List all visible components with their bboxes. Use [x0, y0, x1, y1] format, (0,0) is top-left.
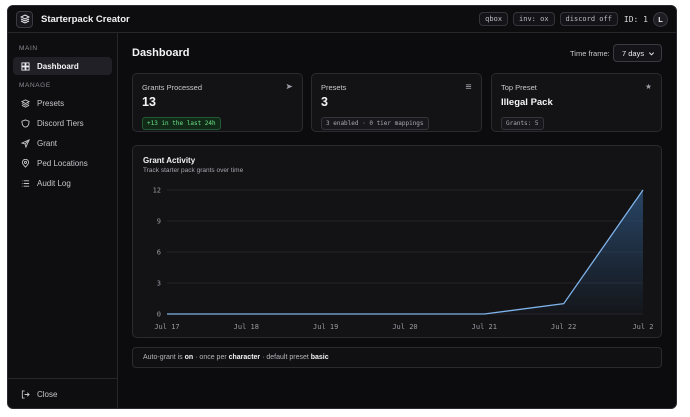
timeframe-select[interactable]: 7 days [613, 44, 662, 62]
sidebar-item-audit-log[interactable]: Audit Log [13, 174, 112, 192]
main-content: Dashboard Time frame: 7 days Grants Proc… [118, 33, 676, 408]
status-badge: +13 in the last 24h [142, 117, 221, 130]
list-icon [21, 179, 30, 187]
y-tick-label: 3 [157, 280, 161, 288]
sidebar-divider [8, 378, 118, 379]
x-tick-label: Jul 22 [551, 323, 576, 331]
page-title: Dashboard [132, 47, 190, 59]
sidebar-item-label: Ped Locations [37, 158, 88, 168]
x-tick-label: Jul 18 [234, 323, 259, 331]
list-icon [465, 84, 472, 89]
close-label: Close [37, 389, 58, 399]
card-value: 13 [142, 95, 156, 109]
app-title: Starterpack Creator [41, 13, 130, 25]
chart-title: Grant Activity [143, 156, 196, 165]
default-preset: basic [310, 354, 329, 361]
grant-activity-chart: 0 3 6 9 12 Jul 17 Jul 18 Jul 19 Jul 20 Jul 21 Jul … [153, 187, 654, 332]
inventory-badge: inv: ox [513, 12, 555, 26]
y-tick-label: 9 [157, 218, 161, 226]
send-icon [21, 138, 30, 148]
sidebar-item-presets[interactable]: Presets [13, 94, 112, 112]
app-window: Starterpack Creator qbox inv: ox discord… [7, 5, 677, 409]
section-label-manage: MANAGE [19, 82, 51, 89]
top-preset-card: Top Preset Illegal Pack Grants: 5 [491, 73, 662, 132]
note-text: · default preset [260, 354, 311, 361]
star-icon [645, 83, 652, 90]
sidebar: MAIN Dashboard MANAGE Presets Discord Ti… [8, 33, 118, 408]
sidebar-item-label: Audit Log [37, 178, 71, 188]
card-title: Presets [321, 83, 347, 92]
grant-scope: character [228, 354, 261, 361]
send-icon [286, 83, 293, 90]
x-tick-label: Jul 21 [472, 323, 497, 331]
x-tick-label: Jul 20 [392, 323, 417, 331]
card-title: Grants Processed [142, 83, 203, 92]
x-tick-label: Jul 17 [154, 323, 179, 331]
x-tick-label: Jul 19 [313, 323, 338, 331]
chevron-down-icon [648, 52, 655, 56]
sidebar-item-label: Discord Tiers [37, 118, 84, 128]
sidebar-item-label: Grant [37, 138, 58, 148]
map-pin-icon [21, 158, 30, 168]
top-bar: Starterpack Creator qbox inv: ox discord… [8, 6, 676, 33]
sidebar-item-label: Dashboard [37, 61, 79, 71]
sidebar-item-dashboard[interactable]: Dashboard [13, 57, 112, 75]
timeframe-label: Time frame: [570, 49, 610, 58]
note-text: Auto-grant is [143, 354, 185, 361]
logout-icon [21, 389, 30, 399]
card-title: Top Preset [501, 83, 537, 92]
card-value: 3 [321, 95, 328, 109]
note-text: · once per [193, 354, 229, 361]
sidebar-item-label: Presets [37, 98, 65, 108]
timeframe-value: 7 days [622, 48, 645, 58]
framework-badge: qbox [479, 12, 509, 26]
presets-card: Presets 3 3 enabled · 0 tier mappings [311, 73, 482, 132]
card-value: Illegal Pack [501, 97, 553, 108]
discord-badge: discord off [559, 12, 618, 26]
auto-grant-note: Auto-grant is on · once per character · … [132, 347, 662, 368]
player-id: ID: 1 [623, 14, 648, 24]
avatar[interactable]: L [653, 11, 668, 27]
section-label-main: MAIN [19, 45, 38, 52]
close-button[interactable]: Close [13, 385, 112, 403]
app-logo-icon [16, 10, 33, 28]
x-tick-label: Jul 2 [632, 323, 653, 331]
y-tick-label: 6 [157, 249, 161, 257]
chart-subtitle: Track starter pack grants over time [143, 167, 244, 174]
dashboard-icon [21, 61, 30, 71]
sidebar-item-grant[interactable]: Grant [13, 134, 112, 152]
layers-icon [21, 98, 30, 108]
sidebar-item-ped-locations[interactable]: Ped Locations [13, 154, 112, 172]
series-area [167, 190, 643, 314]
y-tick-label: 12 [153, 187, 161, 195]
grants-card: Grants Processed 13 +13 in the last 24h [132, 73, 303, 132]
status-badge: 3 enabled · 0 tier mappings [321, 117, 429, 130]
grant-activity-card: Grant Activity Track starter pack grants… [132, 145, 662, 338]
auto-grant-status: on [184, 354, 194, 361]
shield-icon [21, 118, 30, 128]
y-tick-label: 0 [157, 311, 161, 319]
sidebar-item-discord-tiers[interactable]: Discord Tiers [13, 114, 112, 132]
status-badge: Grants: 5 [501, 117, 544, 130]
